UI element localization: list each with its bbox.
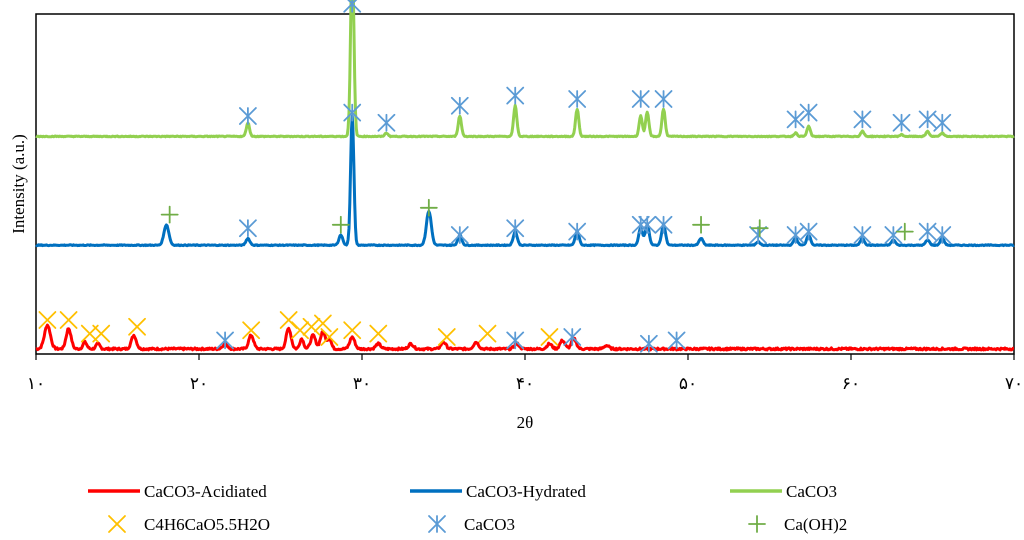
marker-x — [343, 321, 362, 340]
marker-x — [320, 328, 339, 346]
legend-swatch-marker — [428, 515, 446, 533]
marker-asterisk — [506, 219, 525, 238]
marker-asterisk — [238, 219, 257, 238]
series-layer — [35, 0, 1015, 352]
marker-plus — [895, 222, 914, 241]
x-tick-label: ۷۰ — [1005, 374, 1023, 393]
marker-x — [59, 311, 78, 329]
legend-label: CaCO3 — [464, 515, 515, 534]
marker-asterisk — [638, 215, 657, 234]
marker-asterisk — [216, 331, 234, 350]
marker-plus — [692, 215, 710, 234]
marker-asterisk — [918, 110, 937, 129]
legend-label: CaCO3-Acidiated — [144, 482, 267, 501]
marker-x — [92, 324, 111, 343]
marker-asterisk — [639, 334, 658, 353]
marker-asterisk — [631, 90, 650, 108]
marker-asterisk — [450, 226, 469, 244]
x-tick-label: ۴۰ — [516, 374, 534, 393]
marker-x — [291, 321, 309, 340]
legend-label: CaCO3 — [786, 482, 837, 501]
series-line-caco3-hydrated — [35, 114, 1015, 248]
marker-asterisk — [853, 110, 872, 129]
marker-asterisk — [506, 331, 525, 350]
marker-layer — [38, 0, 952, 353]
x-tick-label: ۶۰ — [842, 374, 860, 393]
legend-swatch-marker — [108, 515, 126, 533]
marker-asterisk — [343, 0, 362, 13]
marker-x — [369, 324, 388, 343]
marker-asterisk — [933, 113, 952, 132]
marker-asterisk — [667, 331, 686, 350]
x-tick-label: ۲۰ — [190, 374, 208, 393]
marker-asterisk — [654, 215, 673, 234]
marker-x — [128, 317, 146, 336]
marker-x — [540, 328, 559, 346]
marker-asterisk — [853, 226, 872, 244]
x-axis: ۱۰ ۲۰ ۳۰ ۴۰ ۵۰ ۶۰ ۷۰ — [27, 354, 1023, 393]
marker-asterisk — [450, 96, 469, 115]
legend: CaCO3-Acidiated CaCO3-Hydrated CaCO3 C4H6Ca… — [88, 482, 847, 534]
x-tick-label: ۳۰ — [353, 374, 371, 393]
marker-asterisk — [933, 226, 952, 244]
marker-x — [313, 314, 332, 333]
legend-label: CaCO3-Hydrated — [466, 482, 586, 501]
x-tick-label: ۵۰ — [679, 374, 697, 393]
plot-area-border — [35, 13, 1015, 355]
legend-label: Ca(OH)2 — [784, 515, 847, 534]
marker-asterisk — [892, 113, 911, 132]
x-axis-label: 2θ — [517, 413, 534, 432]
marker-asterisk — [786, 110, 805, 129]
marker-asterisk — [654, 90, 673, 108]
marker-x — [38, 311, 57, 329]
marker-asterisk — [799, 103, 818, 122]
marker-x — [242, 321, 261, 340]
marker-x — [478, 324, 497, 343]
marker-x — [437, 328, 456, 346]
y-axis-label: Intensity (a.u.) — [9, 134, 28, 234]
marker-asterisk — [568, 90, 587, 108]
legend-swatch-marker — [748, 515, 766, 533]
marker-plus — [160, 205, 179, 224]
marker-plus — [419, 198, 438, 217]
legend-label: C4H6CaO5.5H2O — [144, 515, 270, 534]
marker-asterisk — [799, 222, 818, 241]
marker-plus — [750, 219, 769, 238]
x-tick-label: ۱۰ — [27, 374, 45, 393]
marker-asterisk — [884, 226, 903, 244]
marker-asterisk — [506, 86, 525, 105]
marker-asterisk — [786, 226, 805, 244]
marker-asterisk — [238, 107, 257, 125]
series-line-caco3-acidiated — [35, 323, 1015, 352]
marker-asterisk — [749, 226, 767, 244]
series-line-caco3 — [35, 0, 1015, 139]
marker-plus — [331, 215, 350, 234]
marker-asterisk — [568, 222, 587, 241]
marker-asterisk — [343, 103, 362, 122]
marker-x — [302, 317, 321, 336]
marker-asterisk — [377, 113, 396, 132]
marker-asterisk — [918, 222, 937, 241]
marker-asterisk — [563, 328, 582, 346]
